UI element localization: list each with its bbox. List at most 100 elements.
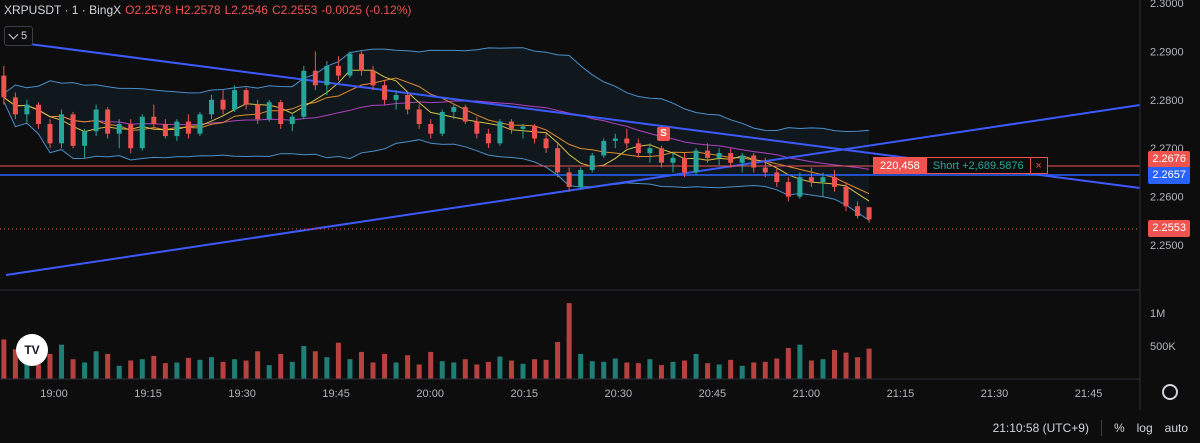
volume-bar <box>335 342 341 379</box>
volume-bar <box>647 359 653 379</box>
volume-bar <box>866 348 872 379</box>
candle-body <box>820 177 826 183</box>
bollinger-bands <box>3 47 870 221</box>
footer-bar: 21:10:58 (UTC+9) % log auto <box>993 413 1200 443</box>
volume-bar <box>520 363 526 379</box>
time-tick-label: 20:30 <box>605 388 633 400</box>
candle-body <box>382 85 388 100</box>
price-tick-label: 2.2800 <box>1150 95 1184 107</box>
volume-bar <box>601 361 607 379</box>
candle-body <box>232 90 238 110</box>
candle-body <box>831 177 837 187</box>
volume-bar <box>162 363 168 379</box>
high-value: H2.2578 <box>175 3 221 17</box>
band-fill <box>3 47 870 221</box>
volume-bar <box>705 363 711 379</box>
volume-bar <box>578 353 584 379</box>
candle-body <box>532 126 538 139</box>
volume-bar <box>266 365 272 379</box>
auto-toggle[interactable]: auto <box>1164 421 1188 435</box>
volume-bar <box>12 349 18 379</box>
candle-body <box>785 182 791 197</box>
volume-bar <box>278 353 284 379</box>
candle-body <box>301 70 307 117</box>
candle-body <box>335 65 341 76</box>
volume-bar <box>693 353 699 379</box>
price-tag-last: 2.2553 <box>1148 220 1190 237</box>
volume-bar <box>405 355 411 379</box>
close-position-button[interactable]: × <box>1030 157 1048 174</box>
volume-bar <box>485 361 491 379</box>
candle-body <box>185 121 191 134</box>
candle-body <box>278 102 284 124</box>
volume-bar <box>220 361 226 379</box>
position-quantity: 220,458 <box>873 157 927 174</box>
candle-body <box>601 140 607 156</box>
gear-icon[interactable] <box>1162 384 1178 400</box>
candle-body <box>658 148 664 163</box>
price-tick-label: 2.3000 <box>1150 0 1184 10</box>
symbol-legend: XRPUSDT · 1 · BingX O2.2578 H2.2578 L2.2… <box>4 3 411 17</box>
candle-body <box>35 104 41 124</box>
candle-body <box>266 102 272 120</box>
volume-bar <box>82 362 88 379</box>
price-tick-label: 2.2900 <box>1150 46 1184 58</box>
candle-body <box>728 153 734 163</box>
tradingview-logo[interactable]: TV <box>16 334 48 366</box>
volume-bar <box>624 362 630 379</box>
volume-bar <box>255 351 261 379</box>
volume-tick-label: 500K <box>1150 341 1176 353</box>
candle-body <box>82 131 88 146</box>
volume-bar <box>416 364 422 379</box>
volume-bar <box>808 360 814 379</box>
footer-divider <box>1100 420 1102 436</box>
volume-bar <box>185 357 191 379</box>
volume-bar <box>232 359 238 379</box>
volume-bar <box>785 347 791 379</box>
volume-bar <box>1 339 7 379</box>
symbol-name[interactable]: XRPUSDT · 1 · BingX <box>4 3 122 17</box>
volume-bar <box>797 344 803 379</box>
candle-body <box>174 121 180 137</box>
volume-bar <box>774 358 780 379</box>
candle-body <box>428 124 434 134</box>
band-lower <box>3 101 870 221</box>
log-toggle[interactable]: log <box>1136 421 1153 435</box>
candle-body <box>751 155 757 168</box>
volume-bar <box>128 360 134 379</box>
candle-body <box>612 138 618 141</box>
volume-bar <box>197 359 203 379</box>
candle-body <box>451 107 457 112</box>
chevron-down-icon <box>8 29 19 40</box>
volume-bar <box>670 361 676 379</box>
low-value: L2.2546 <box>224 3 268 17</box>
time-tick-label: 21:45 <box>1075 388 1103 400</box>
price-tag-position: 2.2676 <box>1148 151 1190 168</box>
candle-body <box>589 155 595 170</box>
percent-toggle[interactable]: % <box>1113 421 1125 435</box>
candle-body <box>705 150 711 158</box>
candle-body <box>358 53 364 71</box>
volume-bar <box>855 357 861 379</box>
price-tick-label: 2.2600 <box>1150 192 1184 204</box>
position-label[interactable]: 220,458 Short +2,689.5876 × <box>873 157 1048 174</box>
candles <box>1 51 872 223</box>
volume-bar <box>370 362 376 379</box>
indicators-toggle-button[interactable]: 5 <box>4 26 34 46</box>
volume-bar <box>324 357 330 379</box>
candle-body <box>312 70 318 86</box>
clock[interactable]: 21:10:58 (UTC+9) <box>992 421 1089 435</box>
volume-bar <box>105 353 111 379</box>
candle-body <box>128 124 134 149</box>
candle-body <box>497 121 503 144</box>
candle-body <box>289 116 295 124</box>
candle-body <box>1 75 7 98</box>
volume-bar <box>47 353 53 379</box>
time-tick-label: 19:45 <box>322 388 350 400</box>
volume-bar <box>589 361 595 379</box>
volume-bar <box>393 362 399 379</box>
sell-signal-marker[interactable]: S <box>657 127 670 141</box>
candle-body <box>347 53 353 76</box>
volume-bar <box>762 361 768 379</box>
